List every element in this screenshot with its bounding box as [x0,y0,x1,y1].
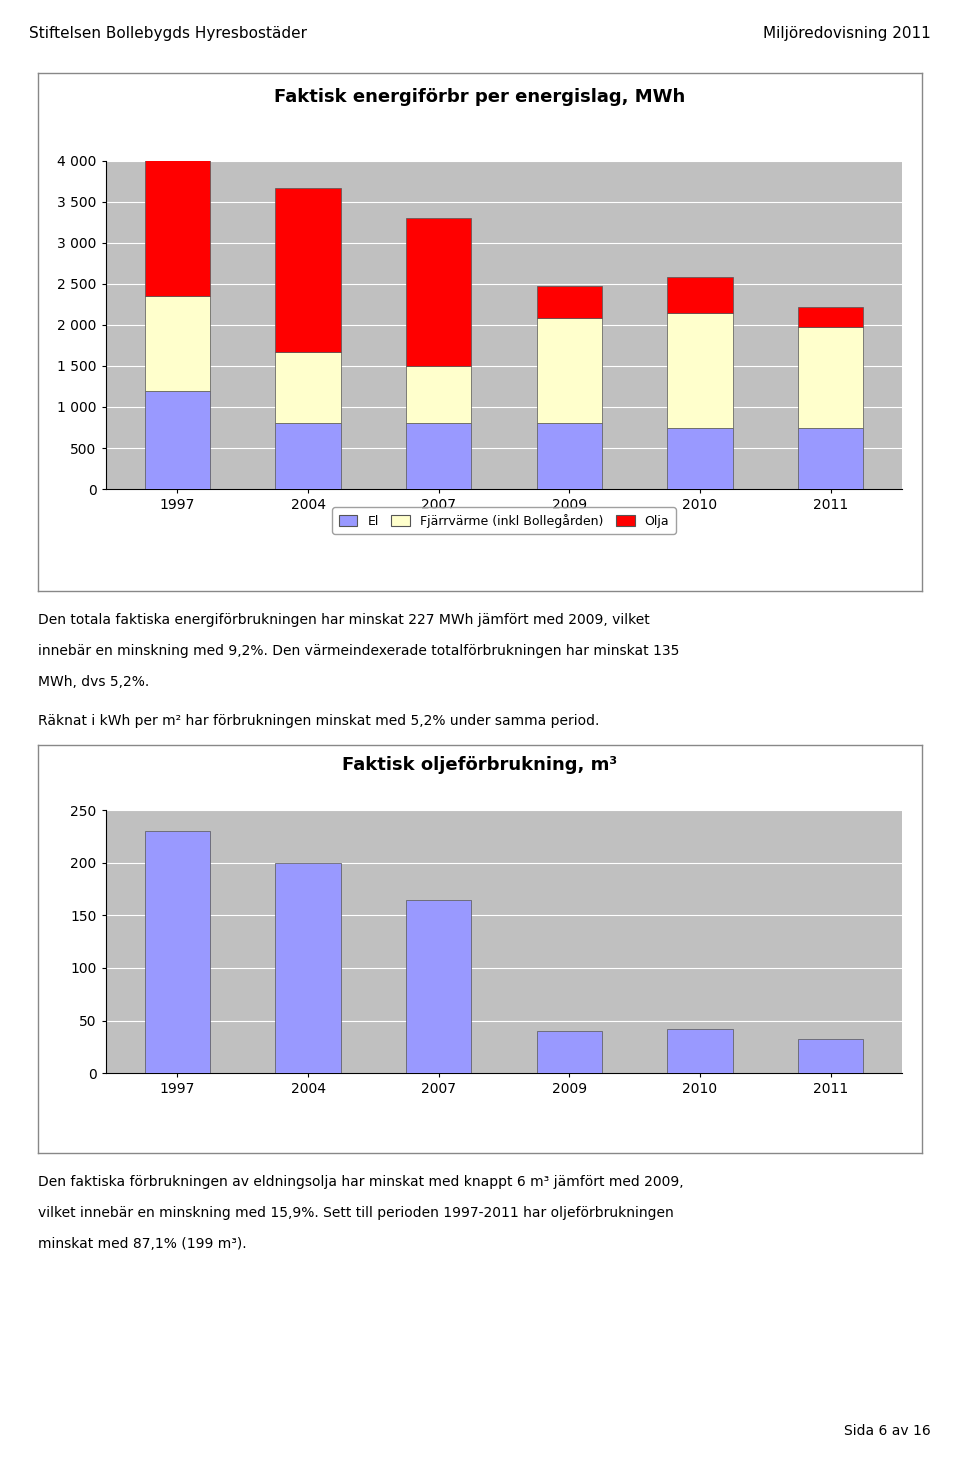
Bar [406,423,471,489]
Text: innebär en minskning med 9,2%. Den värmeindexerade totalförbrukningen har minska: innebär en minskning med 9,2%. Den värme… [38,644,680,658]
Text: Miljöredovisning 2011: Miljöredovisning 2011 [763,26,931,41]
Bar [537,318,602,423]
Bar [145,831,210,1073]
Text: Den faktiska förbrukningen av eldningsolja har minskat med knappt 6 m³ jämfört m: Den faktiska förbrukningen av eldningsol… [38,1175,684,1190]
Bar [798,1040,863,1073]
Text: Den totala faktiska energiförbrukningen har minskat 227 MWh jämfört med 2009, vi: Den totala faktiska energiförbrukningen … [38,613,650,628]
Bar [537,423,602,489]
Bar [406,899,471,1073]
Bar [798,307,863,327]
Text: minskat med 87,1% (199 m³).: minskat med 87,1% (199 m³). [38,1237,247,1251]
Bar [276,352,341,423]
Text: Faktisk oljeförbrukning, m³: Faktisk oljeförbrukning, m³ [343,756,617,774]
Bar [798,428,863,489]
Bar [667,312,732,428]
Bar [537,286,602,318]
Text: Stiftelsen Bollebygds Hyresbostäder: Stiftelsen Bollebygds Hyresbostäder [29,26,307,41]
Bar [276,188,341,352]
Bar [667,1029,732,1073]
Text: Räknat i kWh per m² har förbrukningen minskat med 5,2% under samma period.: Räknat i kWh per m² har förbrukningen mi… [38,714,600,729]
Bar [406,218,471,366]
Legend: El, Fjärrvärme (inkl Bollegården), Olja: El, Fjärrvärme (inkl Bollegården), Olja [332,507,676,534]
Text: MWh, dvs 5,2%.: MWh, dvs 5,2%. [38,675,150,689]
Bar [145,296,210,390]
Bar [276,423,341,489]
Bar [276,863,341,1073]
Bar [537,1031,602,1073]
Bar [667,277,732,312]
Text: Sida 6 av 16: Sida 6 av 16 [845,1424,931,1438]
Bar [667,428,732,489]
Bar [145,390,210,489]
Text: vilket innebär en minskning med 15,9%. Sett till perioden 1997-2011 har oljeförb: vilket innebär en minskning med 15,9%. S… [38,1206,674,1221]
Text: Faktisk energiförbr per energislag, MWh: Faktisk energiförbr per energislag, MWh [275,88,685,105]
Bar [406,366,471,423]
Bar [145,107,210,296]
Bar [798,327,863,428]
